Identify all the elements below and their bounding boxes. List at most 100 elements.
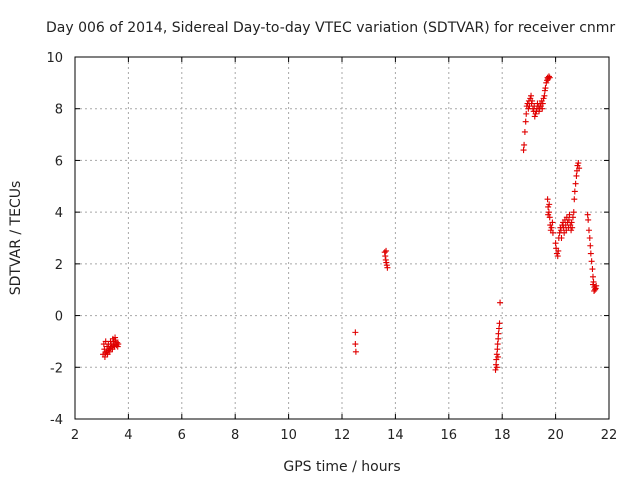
gridlines: [75, 57, 609, 419]
data-point: [545, 203, 552, 210]
data-points: [100, 73, 600, 373]
data-point: [493, 361, 500, 368]
x-tick-label: 4: [124, 428, 132, 443]
data-point: [352, 348, 359, 355]
data-point: [528, 92, 535, 99]
data-point: [587, 242, 594, 249]
y-tick-label: 6: [55, 154, 63, 169]
data-point: [589, 266, 596, 273]
x-tick-label: 18: [494, 428, 511, 443]
data-point: [545, 211, 552, 218]
data-point: [572, 180, 579, 187]
data-point: [593, 282, 600, 289]
y-tick-label: 0: [55, 310, 63, 325]
data-point: [542, 85, 549, 92]
data-point: [102, 350, 109, 357]
x-tick-label: 8: [231, 428, 239, 443]
y-tick-label: -2: [50, 361, 63, 376]
data-point: [543, 79, 550, 86]
data-point: [585, 216, 592, 223]
data-point: [539, 105, 546, 112]
data-point: [553, 250, 560, 257]
data-point: [573, 172, 580, 179]
data-point: [493, 364, 500, 371]
data-point: [531, 113, 538, 120]
data-point: [497, 299, 504, 306]
data-point: [557, 227, 564, 234]
x-tick-label: 20: [547, 428, 564, 443]
data-point: [544, 196, 551, 203]
data-point: [539, 100, 546, 107]
data-point: [495, 335, 502, 342]
data-point: [589, 273, 596, 280]
data-point: [584, 211, 591, 218]
data-point: [571, 188, 578, 195]
x-axis-title: GPS time / hours: [283, 459, 400, 475]
y-tick-label: 4: [55, 206, 63, 221]
data-point: [549, 229, 556, 236]
data-point: [352, 329, 359, 336]
data-point: [545, 209, 552, 216]
y-axis-title: SDTVAR / TECUs: [8, 181, 24, 296]
data-point: [523, 110, 530, 117]
data-point: [110, 342, 117, 349]
data-point: [521, 128, 528, 135]
x-tick-label: 16: [441, 428, 458, 443]
data-point: [529, 97, 536, 104]
data-point: [588, 258, 595, 265]
x-tick-label: 2: [71, 428, 79, 443]
data-point: [586, 235, 593, 241]
data-point: [522, 118, 529, 125]
data-point: [571, 196, 578, 203]
data-point: [383, 247, 390, 254]
data-point: [570, 209, 577, 216]
y-tick-label: 8: [55, 103, 63, 118]
data-point: [520, 147, 527, 154]
data-point: [576, 165, 583, 172]
data-point: [495, 330, 502, 337]
x-tick-label: 10: [280, 428, 297, 443]
data-point: [493, 351, 500, 358]
data-point: [521, 141, 528, 148]
x-tick-label: 12: [334, 428, 351, 443]
y-tick-label: 2: [55, 258, 63, 273]
data-point: [492, 366, 499, 373]
x-tick-label: 14: [387, 428, 404, 443]
data-point: [558, 235, 565, 241]
data-point: [585, 227, 592, 234]
data-point: [568, 219, 575, 226]
data-point: [115, 341, 122, 348]
y-tick-label: -4: [50, 413, 63, 428]
data-point: [384, 264, 391, 271]
data-point: [552, 240, 559, 247]
chart-title: Day 006 of 2014, Sidereal Day-to-day VTE…: [46, 20, 615, 36]
data-point: [532, 110, 539, 117]
data-point: [541, 92, 548, 99]
data-point: [568, 227, 575, 234]
data-point: [107, 344, 114, 351]
data-point: [495, 325, 502, 332]
data-point: [589, 281, 596, 288]
data-point: [549, 219, 556, 226]
data-point: [101, 353, 108, 360]
data-point: [575, 160, 582, 167]
data-point: [546, 201, 553, 208]
data-point: [591, 288, 598, 295]
data-point: [494, 353, 501, 360]
data-point: [112, 334, 119, 341]
data-point: [566, 211, 573, 218]
data-point: [548, 224, 555, 231]
data-point: [546, 74, 553, 81]
data-point: [545, 73, 552, 80]
data-point: [569, 224, 576, 231]
y-tick-labels: -4 -2 0 2 4 6 8 10: [46, 51, 63, 428]
data-point: [569, 214, 576, 221]
y-tick-label: 10: [46, 51, 63, 66]
data-point: [494, 346, 501, 353]
data-point: [555, 247, 562, 254]
data-point: [554, 253, 561, 260]
data-point: [352, 341, 359, 348]
data-point: [587, 250, 594, 257]
